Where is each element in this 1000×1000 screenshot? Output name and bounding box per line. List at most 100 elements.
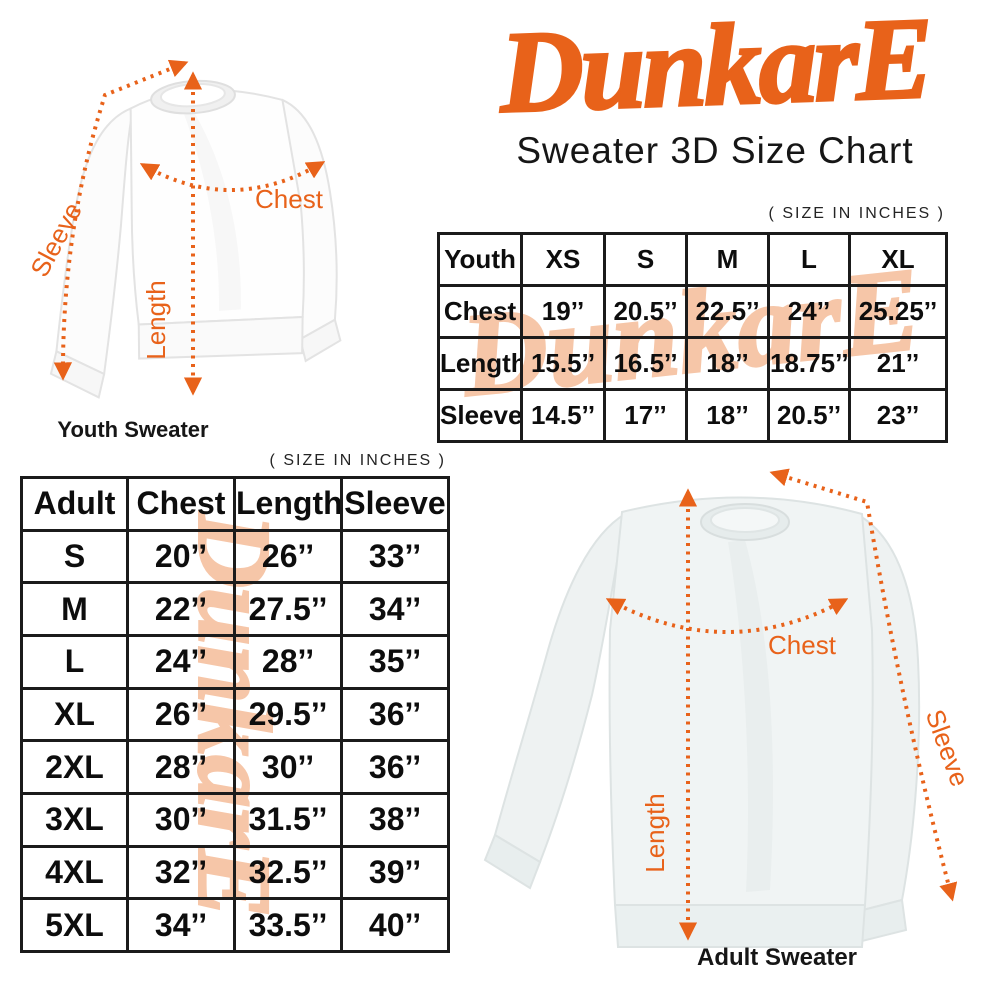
adult-size-row: 2XL 28’’ 30’’ 36’’	[20, 739, 450, 795]
youth-right-cuff	[299, 318, 342, 363]
size-value-cell: 32’’	[126, 844, 236, 901]
size-value-cell: 30’’	[126, 791, 236, 848]
adult-length-label: Length	[640, 793, 670, 873]
size-header-cell: XL	[848, 232, 948, 287]
adult-header-row: Adult Chest Length Sleeve	[20, 476, 450, 532]
adult-size-row: S 20’’ 26’’ 33’’	[20, 528, 450, 585]
size-value-cell: 15.5’’	[520, 336, 606, 391]
adult-sweater-illustration	[483, 496, 921, 948]
size-value-cell: 24’’	[767, 284, 851, 339]
size-value-cell: 33’’	[340, 528, 450, 585]
row-label-cell: 4XL	[20, 844, 129, 901]
size-value-cell: 40’’	[340, 897, 450, 953]
size-value-cell: 35’’	[340, 633, 450, 690]
adult-sleeve-label: Sleeve	[920, 705, 975, 790]
youth-length-label: Length	[141, 280, 171, 360]
youth-chest-measure-arrow	[139, 161, 326, 192]
size-header-cell: S	[603, 232, 688, 287]
youth-corner-cell: Youth	[437, 232, 523, 287]
size-value-cell: 29.5’’	[233, 686, 343, 743]
size-value-cell: 22’’	[126, 581, 236, 637]
size-value-cell: 18’’	[685, 388, 770, 443]
size-value-cell: 14.5’’	[520, 388, 606, 443]
adult-corner-cell: Adult	[20, 476, 129, 532]
adult-body-fold-shading	[728, 540, 773, 892]
adult-size-row: 4XL 32’’ 32.5’’ 39’’	[20, 844, 450, 901]
youth-body-fold-shading	[184, 112, 241, 311]
size-value-cell: 22.5’’	[685, 284, 770, 339]
size-value-cell: 18.75’’	[767, 336, 851, 391]
adult-left-sleeve	[493, 512, 627, 864]
size-value-cell: 20.5’’	[603, 284, 688, 339]
adult-chest-measure-arrow	[605, 598, 849, 634]
size-value-cell: 32.5’’	[233, 844, 343, 901]
size-value-cell: 31.5’’	[233, 791, 343, 848]
size-value-cell: 24’’	[126, 633, 236, 690]
adult-sweater-diagram: Chest Length Sleeve Adult Sweater	[483, 468, 975, 971]
row-label-cell: L	[20, 633, 129, 690]
youth-chest-row: Chest 19’’ 20.5’’ 22.5’’ 24’’ 25.25’’	[437, 284, 948, 339]
adult-size-row: 3XL 30’’ 31.5’’ 38’’	[20, 791, 450, 848]
measure-header-cell: Length	[233, 476, 343, 532]
size-header-cell: M	[685, 232, 770, 287]
adult-size-row: L 24’’ 28’’ 35’’	[20, 633, 450, 690]
adult-hem-band	[613, 904, 867, 948]
size-header-cell: L	[767, 232, 851, 287]
size-value-cell: 26’’	[126, 686, 236, 743]
size-value-cell: 36’’	[340, 739, 450, 795]
size-value-cell: 38’’	[340, 791, 450, 848]
size-value-cell: 21’’	[848, 336, 948, 391]
size-header-cell: XS	[520, 232, 606, 287]
adult-sleeve-measure-arrow	[769, 468, 958, 902]
size-note-adult: ( SIZE IN INCHES )	[269, 452, 446, 469]
row-label-cell: Length	[437, 336, 523, 391]
adult-size-row: XL 26’’ 29.5’’ 36’’	[20, 686, 450, 743]
page-title: Sweater 3D Size Chart	[516, 129, 914, 171]
youth-sweater-diagram: Chest Length Sleeve Youth Sweater	[24, 59, 342, 442]
youth-sweater-illustration	[49, 79, 342, 399]
adult-size-row: 5XL 34’’ 33.5’’ 40’’	[20, 897, 450, 953]
youth-diagram-caption: Youth Sweater	[57, 417, 209, 442]
adult-diagram-caption: Adult Sweater	[697, 944, 857, 971]
row-label-cell: Sleeve	[437, 388, 523, 443]
size-value-cell: 23’’	[848, 388, 948, 443]
adult-neck-opening	[710, 507, 780, 533]
row-label-cell: XL	[20, 686, 129, 743]
measure-header-cell: Sleeve	[340, 476, 450, 532]
youth-size-table: Youth XS S M L XL Chest 19’’ 20.5’’ 22.5…	[437, 232, 948, 443]
measure-header-cell: Chest	[126, 476, 236, 532]
size-value-cell: 36’’	[340, 686, 450, 743]
adult-size-table: Adult Chest Length Sleeve S 20’’ 26’’ 33…	[20, 476, 450, 953]
size-value-cell: 34’’	[126, 897, 236, 953]
brand-header: DunkarE Sweater 3D Size Chart	[430, 0, 1000, 172]
size-value-cell: 28’’	[233, 633, 343, 690]
row-label-cell: 3XL	[20, 791, 129, 848]
size-value-cell: 26’’	[233, 528, 343, 585]
youth-chest-label: Chest	[255, 184, 324, 214]
row-label-cell: 5XL	[20, 897, 129, 953]
adult-chest-label: Chest	[768, 630, 837, 660]
adult-size-row: M 22’’ 27.5’’ 34’’	[20, 581, 450, 637]
size-value-cell: 20.5’’	[767, 388, 851, 443]
size-value-cell: 17’’	[603, 388, 688, 443]
size-value-cell: 19’’	[520, 284, 606, 339]
youth-sleeve-row: Sleeve 14.5’’ 17’’ 18’’ 20.5’’ 23’’	[437, 388, 948, 443]
youth-header-row: Youth XS S M L XL	[437, 232, 948, 287]
size-value-cell: 18’’	[685, 336, 770, 391]
size-value-cell: 27.5’’	[233, 581, 343, 637]
size-value-cell: 33.5’’	[233, 897, 343, 953]
row-label-cell: 2XL	[20, 739, 129, 795]
size-value-cell: 16.5’’	[603, 336, 688, 391]
youth-length-row: Length 15.5’’ 16.5’’ 18’’ 18.75’’ 21’’	[437, 336, 948, 391]
size-note-youth: ( SIZE IN INCHES )	[768, 205, 945, 222]
youth-sleeve-measure-arrow	[53, 59, 189, 381]
row-label-cell: S	[20, 528, 129, 585]
size-value-cell: 28’’	[126, 739, 236, 795]
size-value-cell: 39’’	[340, 844, 450, 901]
size-value-cell: 30’’	[233, 739, 343, 795]
size-value-cell: 25.25’’	[848, 284, 948, 339]
size-value-cell: 34’’	[340, 581, 450, 637]
row-label-cell: M	[20, 581, 129, 637]
size-value-cell: 20’’	[126, 528, 236, 585]
